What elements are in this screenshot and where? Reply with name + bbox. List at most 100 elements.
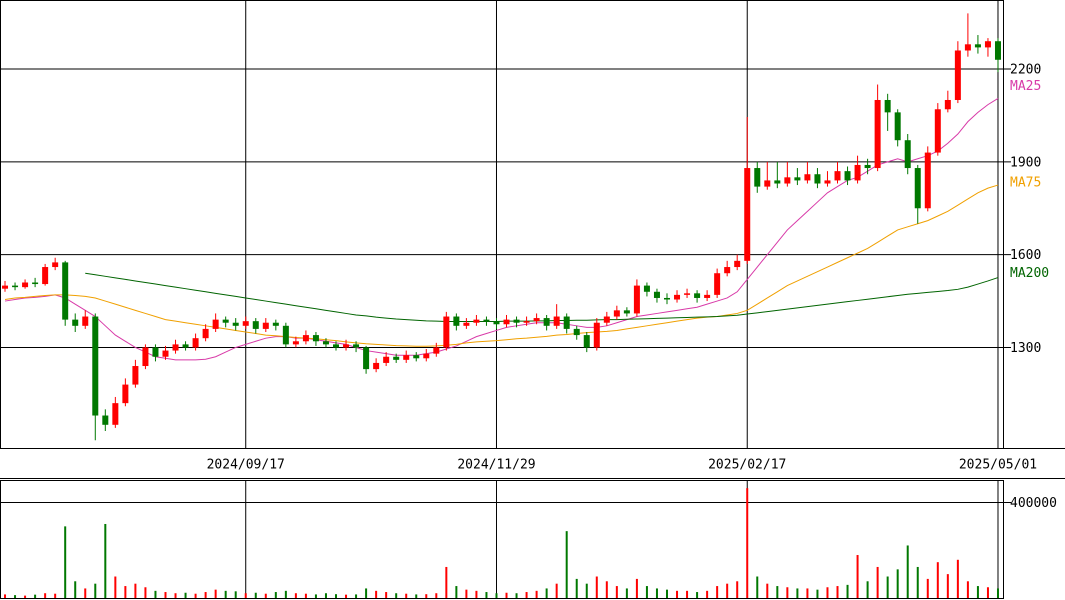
- volume-bar: [866, 581, 869, 598]
- candle-body: [533, 318, 540, 322]
- volume-bar: [274, 592, 277, 598]
- volume-bar: [505, 592, 508, 598]
- moving-average-line: [85, 272, 999, 322]
- candle-body: [694, 293, 701, 298]
- volume-bar: [294, 593, 297, 598]
- volume-bar: [475, 590, 478, 598]
- volume-bar: [465, 589, 468, 598]
- candle-body: [613, 310, 620, 317]
- volume-bar: [936, 562, 939, 598]
- candle-body: [814, 174, 821, 184]
- candle-body: [132, 366, 139, 385]
- candle-body: [794, 177, 801, 181]
- candle-body: [192, 338, 199, 348]
- candle-body: [583, 335, 590, 348]
- volume-bar: [114, 576, 117, 598]
- series-label: MA25: [1010, 79, 1041, 94]
- candle-body: [32, 282, 39, 285]
- volume-bar: [986, 587, 989, 598]
- candle-body: [62, 262, 69, 320]
- candle-body: [964, 44, 971, 51]
- candle-body: [623, 310, 630, 314]
- volume-bar: [655, 588, 658, 598]
- y-tick-label: 1600: [1010, 248, 1041, 263]
- volume-bar: [625, 588, 628, 598]
- candle-body: [393, 356, 400, 360]
- candle-body: [182, 344, 189, 348]
- moving-average-line: [4, 98, 999, 361]
- candle-body: [974, 44, 981, 48]
- candle-body: [493, 321, 500, 325]
- volume-bar: [284, 590, 287, 598]
- volume-bar: [154, 590, 157, 598]
- candle-body: [453, 316, 460, 326]
- price-panel-frame: [0, 0, 1004, 449]
- volume-bar: [244, 593, 247, 598]
- candle-body: [413, 355, 420, 359]
- candle-body: [222, 319, 229, 323]
- volume-bar: [796, 588, 799, 598]
- candle-body: [934, 109, 941, 153]
- candle-body: [994, 41, 1001, 60]
- volume-bar: [104, 523, 107, 598]
- volume-bar: [926, 578, 929, 598]
- volume-bar: [304, 593, 307, 598]
- candle-body: [12, 285, 19, 288]
- candle-body: [563, 316, 570, 329]
- candle-body: [82, 316, 89, 326]
- volume-bar: [706, 590, 709, 598]
- candle-body: [844, 171, 851, 181]
- candle-body: [593, 322, 600, 348]
- candle-body: [714, 273, 721, 295]
- volume-bar: [786, 587, 789, 598]
- candle-body: [884, 99, 891, 113]
- moving-average-line: [4, 184, 999, 347]
- candle-body: [202, 328, 209, 339]
- series-label: MA75: [1010, 176, 1041, 191]
- volume-bar: [686, 590, 689, 598]
- volume-bar: [545, 588, 548, 598]
- volume-bar: [515, 593, 518, 598]
- candle-body: [42, 267, 49, 285]
- candle-body: [734, 260, 741, 268]
- volume-bar: [24, 595, 27, 598]
- candle-body: [212, 319, 219, 329]
- volume-bar: [435, 593, 438, 598]
- volume-bar: [34, 594, 37, 598]
- volume-bar: [495, 593, 498, 598]
- volume-bar: [966, 581, 969, 598]
- volume-bar: [876, 566, 879, 598]
- y-tick-label: 2200: [1010, 63, 1041, 78]
- volume-bar: [676, 590, 679, 598]
- y-tick-label: 400000: [1010, 496, 1057, 511]
- volume-bar: [736, 581, 739, 598]
- volume-bar: [535, 590, 538, 598]
- volume-bar: [615, 586, 618, 598]
- candle-body: [663, 297, 670, 300]
- y-tick-label: 1900: [1010, 155, 1041, 170]
- candle-body: [292, 341, 299, 345]
- candle-body: [272, 322, 279, 326]
- candle-body: [764, 180, 771, 187]
- candle-body: [864, 164, 871, 169]
- candle-body: [944, 99, 951, 110]
- candle-body: [744, 168, 751, 261]
- volume-bar: [856, 555, 859, 598]
- volume-bar: [746, 488, 749, 598]
- volume-bar: [806, 588, 809, 598]
- volume-bar: [696, 592, 699, 598]
- candle-body: [894, 112, 901, 141]
- candle-body: [984, 41, 991, 48]
- candle-body: [674, 294, 681, 300]
- candle-body: [513, 319, 520, 323]
- candle-body: [573, 328, 580, 336]
- volume-bar: [324, 593, 327, 598]
- volume-bar: [74, 581, 77, 598]
- volume-bar: [124, 586, 127, 598]
- volume-bar: [485, 592, 488, 598]
- candle-body: [443, 316, 450, 348]
- candle-body: [262, 322, 269, 329]
- volume-bar: [134, 583, 137, 598]
- volume-bar: [94, 583, 97, 598]
- candle-body: [834, 171, 841, 181]
